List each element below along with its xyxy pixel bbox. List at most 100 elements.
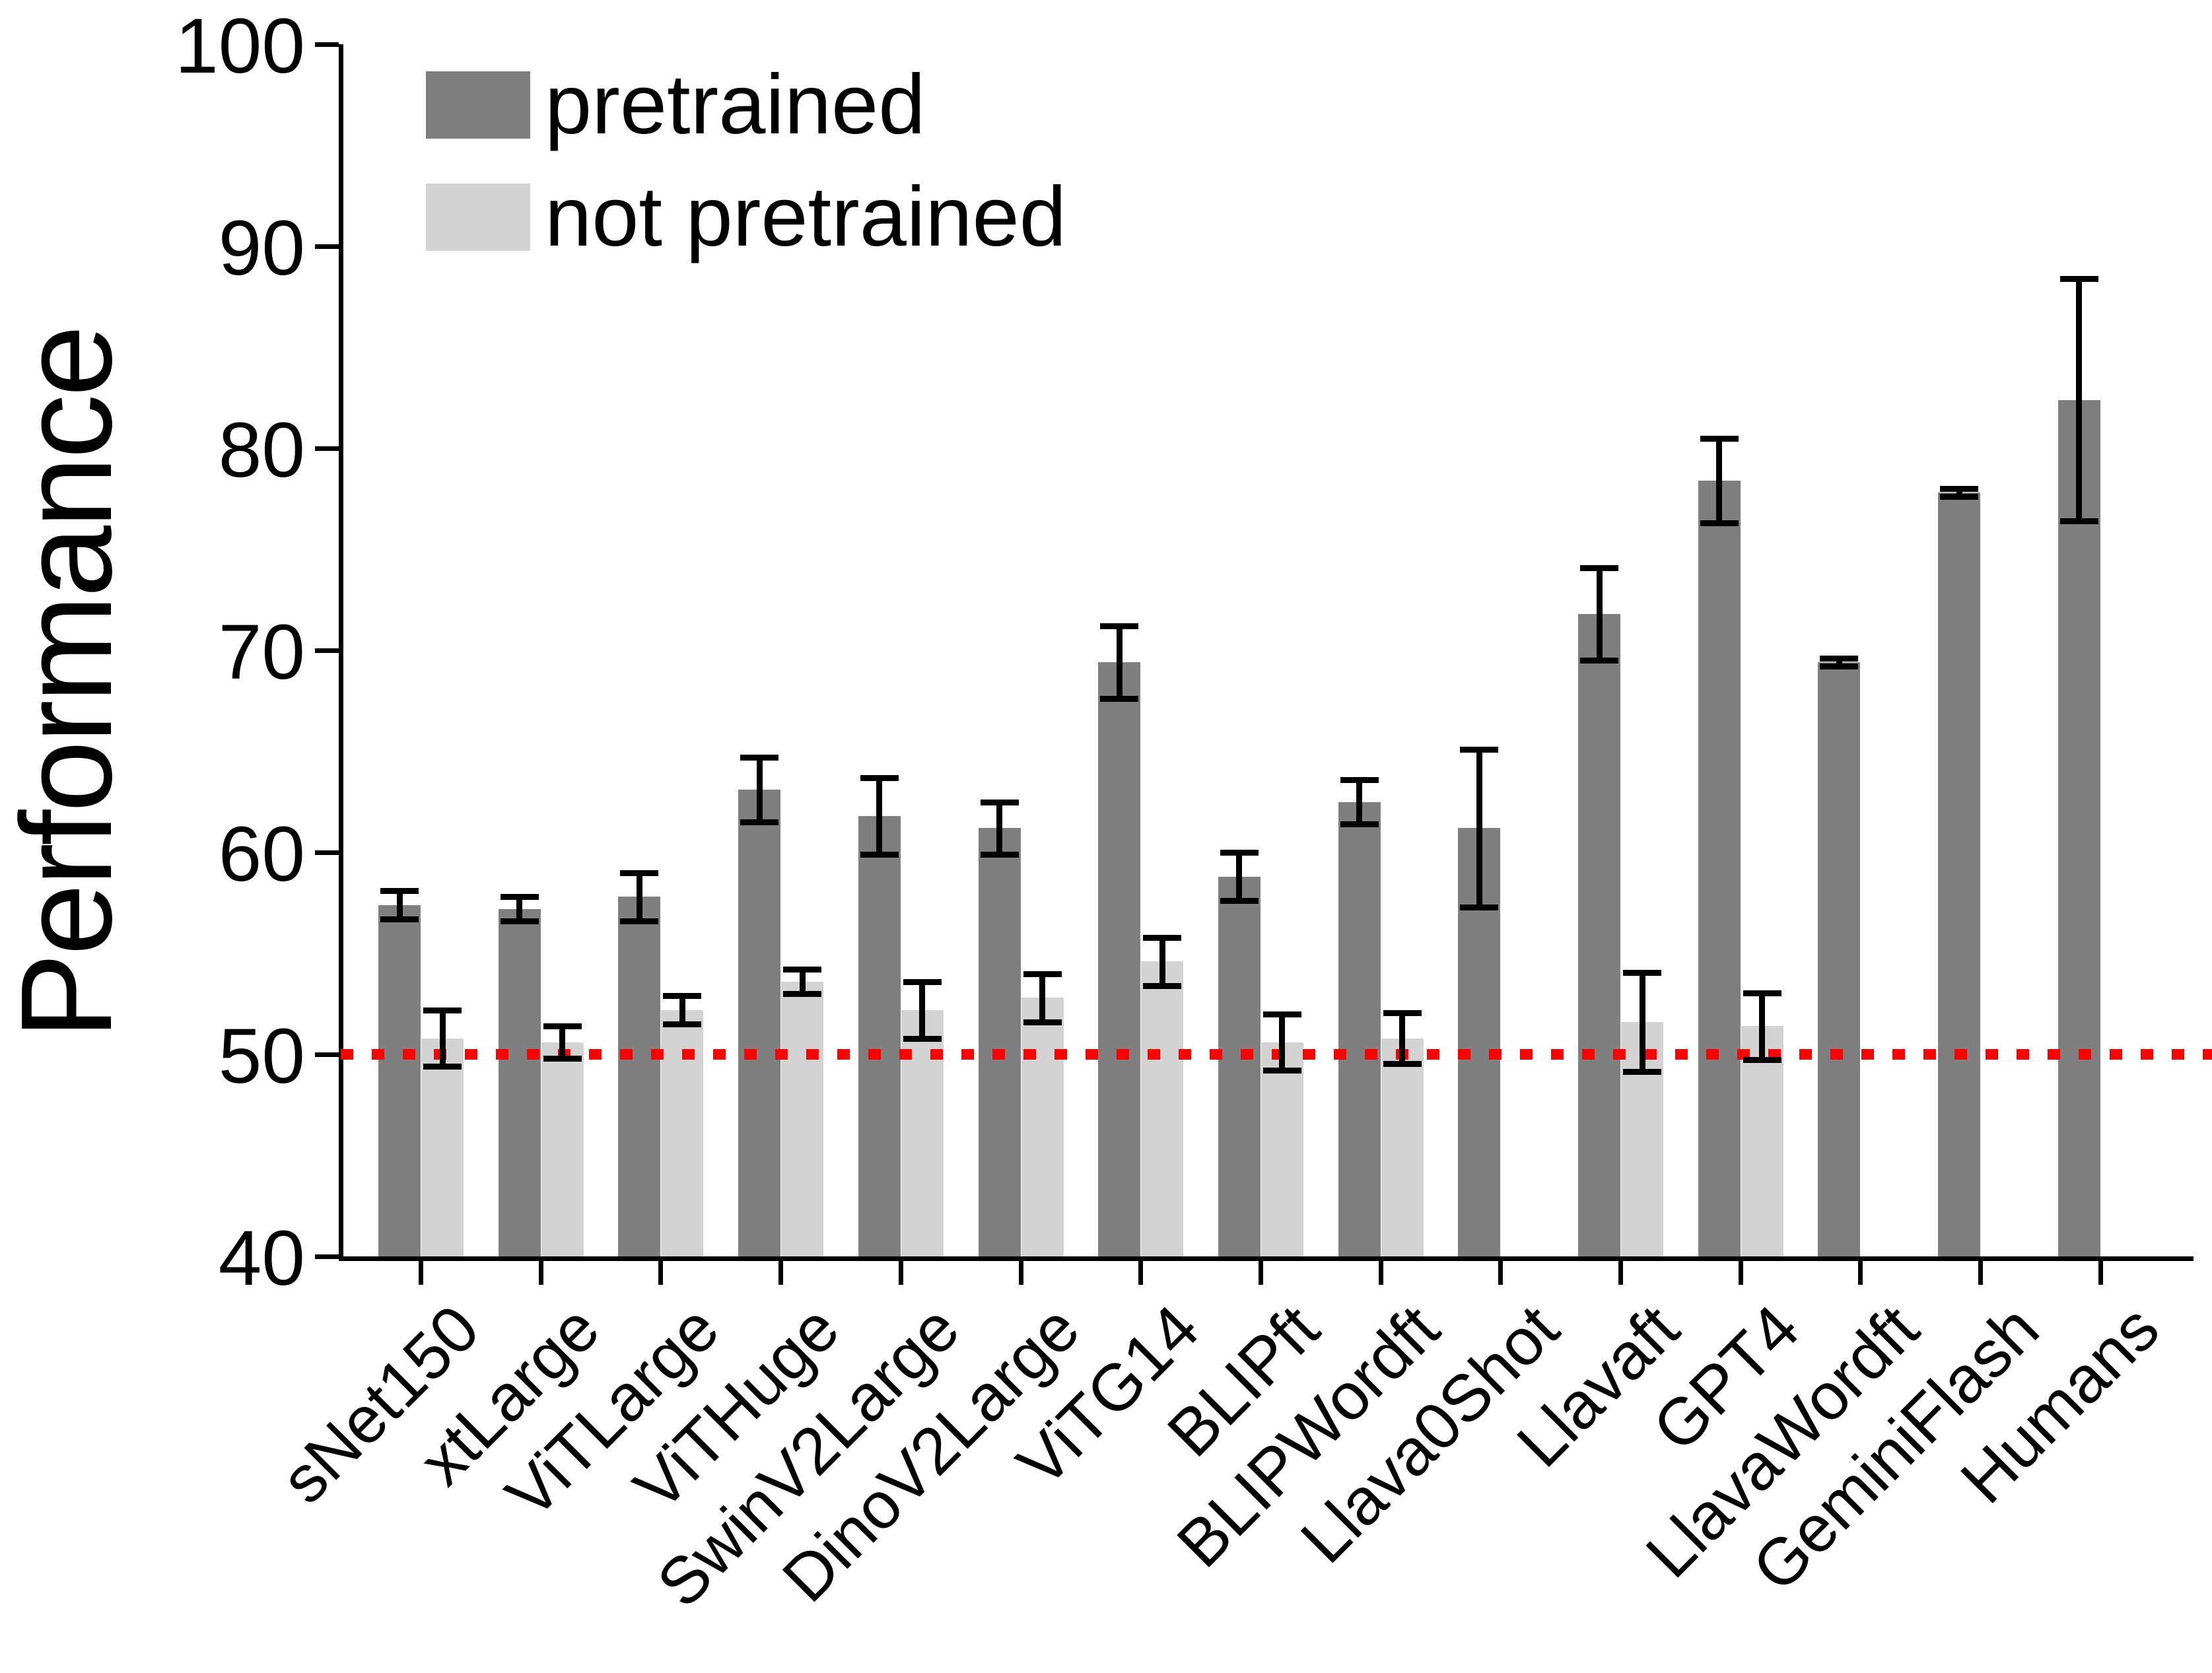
y-tick-label: 80	[218, 407, 305, 494]
error-bar-cap-bottom	[2059, 518, 2098, 525]
error-bar-cap-top	[1580, 564, 1618, 571]
error-bar-cap-top	[1220, 850, 1259, 856]
x-tick	[778, 1261, 784, 1285]
bar-pretrained-GPT4	[1698, 480, 1741, 1256]
error-bar-cap-top	[1820, 656, 1859, 662]
bar-not-pretrained-DinoV2Large	[1021, 998, 1064, 1256]
bar-pretrained-Humans	[2057, 399, 2100, 1256]
bar-not-pretrained-SwinV2Large	[901, 1009, 944, 1256]
error-bar-cap-bottom	[543, 1056, 582, 1062]
y-tick	[315, 42, 339, 47]
y-tick-label: 50	[218, 1013, 305, 1100]
x-tick	[538, 1261, 543, 1285]
bar-pretrained-ViTG14	[1098, 662, 1141, 1256]
error-bar-line	[1836, 658, 1842, 667]
error-bar-line	[876, 777, 883, 855]
bar-pretrained-Llavaft	[1578, 613, 1620, 1256]
x-tick	[658, 1261, 664, 1285]
y-tick-label: 40	[218, 1215, 305, 1302]
bar-pretrained-BLIPWordft	[1338, 802, 1381, 1256]
bar-pretrained-SwinV2Large	[858, 815, 901, 1256]
x-tick	[419, 1261, 423, 1285]
error-bar-cap-bottom	[1820, 664, 1859, 670]
error-bar-line	[439, 1009, 446, 1067]
x-axis-line	[339, 1256, 2194, 1261]
error-bar-cap-bottom	[1100, 696, 1139, 702]
error-bar-cap-top	[1623, 970, 1661, 976]
error-bar-cap-top	[423, 1007, 462, 1013]
y-tick-label: 60	[218, 811, 305, 898]
error-bar-line	[919, 981, 926, 1039]
error-bar-cap-bottom	[380, 916, 419, 922]
error-bar-cap-top	[1383, 1010, 1422, 1017]
error-bar-cap-top	[2059, 275, 2098, 282]
error-bar-cap-bottom	[1623, 1069, 1661, 1075]
error-bar-line	[799, 969, 806, 994]
error-bar-line	[1639, 973, 1645, 1072]
error-bar-line	[1476, 749, 1482, 907]
bar-pretrained-sNet150	[378, 905, 421, 1256]
bar-not-pretrained-ViTG14	[1141, 961, 1184, 1256]
legend-label-not-pretrained: not pretrained	[545, 170, 1066, 264]
error-bar-line	[636, 872, 642, 922]
error-bar-line	[559, 1026, 566, 1059]
error-bar-cap-top	[783, 967, 822, 973]
y-tick	[315, 1254, 339, 1259]
bar-not-pretrained-ViTLarge	[661, 1009, 704, 1256]
bar-pretrained-BLIPft	[1218, 876, 1261, 1256]
x-tick	[1618, 1261, 1623, 1285]
error-bar-cap-bottom	[1383, 1060, 1422, 1067]
error-bar-cap-bottom	[980, 852, 1019, 858]
legend-swatch-not-pretrained	[426, 184, 530, 251]
error-bar-line	[1956, 489, 1962, 497]
error-bar-cap-top	[663, 993, 702, 1000]
y-axis-line	[339, 44, 343, 1261]
bar-not-pretrained-BLIPWordft	[1381, 1038, 1424, 1256]
legend-entry-pretrained: pretrained	[426, 63, 1066, 147]
error-bar-cap-bottom	[1743, 1056, 1781, 1063]
bar-not-pretrained-ViTHuge	[781, 981, 824, 1256]
x-tick	[1498, 1261, 1503, 1285]
bar-not-pretrained-sNet150	[421, 1038, 464, 1256]
y-tick-label: 100	[175, 3, 305, 90]
error-bar-cap-bottom	[500, 918, 539, 925]
error-bar-cap-top	[1100, 623, 1139, 630]
error-bar-line	[1279, 1013, 1286, 1071]
error-bar-cap-top	[903, 978, 942, 985]
error-bar-cap-bottom	[903, 1035, 942, 1042]
bar-not-pretrained-xtLarge	[541, 1042, 584, 1256]
error-bar-cap-top	[1143, 934, 1182, 941]
error-bar-cap-top	[1340, 776, 1379, 783]
error-bar-cap-top	[1940, 486, 1979, 493]
error-bar-line	[396, 891, 403, 919]
y-tick-label: 90	[218, 205, 305, 292]
error-bar-cap-bottom	[423, 1064, 462, 1070]
error-bar-line	[1596, 567, 1603, 661]
y-tick	[315, 648, 339, 653]
error-bar-cap-bottom	[1340, 821, 1379, 828]
bar-pretrained-DinoV2Large	[978, 828, 1021, 1256]
x-tick	[1858, 1261, 1863, 1285]
error-bar-cap-bottom	[1220, 898, 1259, 905]
x-tick	[898, 1261, 903, 1285]
error-bar-cap-bottom	[1262, 1068, 1301, 1074]
error-bar-cap-top	[1743, 990, 1781, 996]
error-bar-cap-bottom	[1940, 494, 1979, 500]
error-bar-line	[2076, 278, 2083, 522]
error-bar-line	[516, 897, 523, 922]
bar-pretrained-ViTLarge	[618, 897, 661, 1256]
error-bar-cap-top	[1023, 971, 1062, 977]
error-bar-line	[1399, 1013, 1406, 1064]
error-bar-cap-bottom	[740, 819, 779, 826]
legend-label-pretrained: pretrained	[545, 57, 926, 152]
x-tick	[1018, 1261, 1023, 1285]
error-bar-cap-top	[620, 870, 659, 876]
x-tick	[1258, 1261, 1263, 1285]
error-bar-line	[1759, 992, 1766, 1060]
error-bar-line	[1716, 438, 1723, 524]
error-bar-cap-top	[1700, 435, 1739, 442]
error-bar-line	[1356, 779, 1363, 825]
error-bar-cap-bottom	[1460, 904, 1499, 910]
error-bar-line	[1159, 937, 1165, 986]
bar-pretrained-GeminiFlash	[1938, 493, 1981, 1256]
